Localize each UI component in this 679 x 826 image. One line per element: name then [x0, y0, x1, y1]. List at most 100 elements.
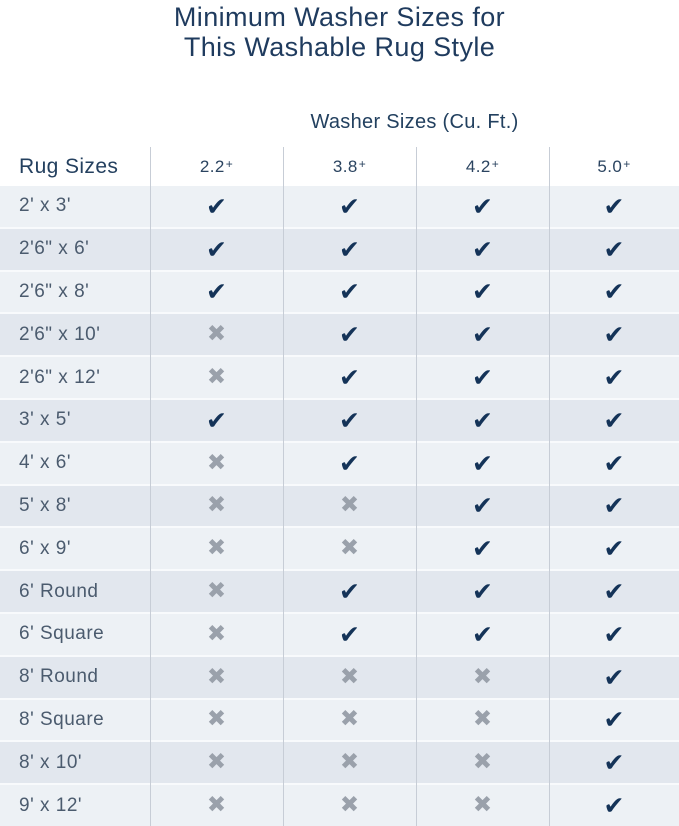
cross-icon: ✖: [339, 535, 360, 562]
cross-icon: ✖: [339, 706, 360, 733]
table-row: 5' x 8' ✖ ✖ ✔ ✔: [0, 483, 679, 527]
rug-size-label: 2'6" x 12': [19, 366, 101, 388]
washer-size-column-header-3-8: 3.8+: [332, 156, 367, 176]
rug-size-label: 8' Square: [19, 708, 105, 730]
check-icon: ✔: [472, 448, 493, 478]
check-icon: ✔: [206, 405, 227, 435]
cross-icon: ✖: [472, 749, 493, 776]
cross-icon: ✖: [339, 749, 360, 776]
table-body: 2' x 3' ✔ ✔ ✔ ✔ 2'6" x 6' ✔ ✔ ✔ ✔ 2'6" x 8' ✔ ✔ ✔ ✔ 2'6…: [0, 186, 679, 826]
washer-size-column-header-2-2: 2.2+: [199, 156, 234, 176]
plus-suffix: +: [225, 156, 234, 171]
rug-size-label: 2'6" x 6': [19, 238, 90, 260]
rug-sizes-column-header: Rug Sizes: [19, 154, 119, 178]
table-row: 2'6" x 12' ✖ ✔ ✔ ✔: [0, 355, 679, 398]
cross-icon: ✖: [206, 535, 227, 562]
plus-suffix: +: [491, 156, 500, 171]
check-icon: ✔: [339, 405, 360, 435]
check-icon: ✔: [206, 191, 227, 221]
rug-size-label: 9' x 12': [19, 794, 83, 816]
rug-size-label: 8' Round: [19, 666, 99, 688]
table-row: 8' Square ✖ ✖ ✖ ✔: [0, 697, 679, 741]
check-icon: ✔: [339, 191, 360, 221]
cross-icon: ✖: [472, 706, 493, 733]
check-icon: ✔: [603, 748, 625, 778]
check-icon: ✔: [603, 705, 625, 735]
check-icon: ✔: [603, 363, 625, 393]
check-icon: ✔: [472, 277, 493, 307]
check-icon: ✔: [206, 234, 227, 264]
table-row: 2'6" x 8' ✔ ✔ ✔ ✔: [0, 269, 679, 313]
table-row: 6' Round ✖ ✔ ✔ ✔: [0, 569, 679, 612]
cross-icon: ✖: [206, 492, 227, 519]
washer-size-column-header-5-0: 5.0+: [597, 156, 631, 176]
check-icon: ✔: [603, 662, 625, 692]
check-icon: ✔: [603, 791, 625, 821]
rug-size-label: 2'6" x 10': [19, 323, 101, 345]
cross-icon: ✖: [206, 449, 227, 476]
table-row: 3' x 5' ✔ ✔ ✔ ✔: [0, 397, 679, 441]
cross-icon: ✖: [206, 706, 227, 733]
rug-size-label: 6' x 9': [19, 537, 71, 559]
check-icon: ✔: [472, 363, 493, 393]
check-icon: ✔: [472, 534, 493, 564]
rug-size-label: 6' Round: [19, 580, 99, 602]
cross-icon: ✖: [339, 792, 360, 819]
cross-icon: ✖: [206, 321, 227, 348]
check-icon: ✔: [603, 619, 625, 649]
washer-size-column-header-4-2: 4.2+: [465, 156, 500, 176]
table-header-row: Rug Sizes 2.2+ 3.8+ 4.2+ 5.0+: [0, 147, 679, 186]
page-title-line2: This Washable Rug Style: [183, 32, 496, 62]
check-icon: ✔: [603, 191, 625, 221]
check-icon: ✔: [339, 448, 360, 478]
cross-icon: ✖: [206, 792, 227, 819]
check-icon: ✔: [472, 491, 493, 521]
check-icon: ✔: [472, 619, 493, 649]
cross-icon: ✖: [206, 578, 227, 605]
cross-icon: ✖: [472, 663, 493, 690]
table-row: 2'6" x 6' ✔ ✔ ✔ ✔: [0, 226, 679, 270]
plus-suffix: +: [623, 156, 631, 171]
table-row: 8' x 10' ✖ ✖ ✖ ✔: [0, 740, 679, 784]
cross-icon: ✖: [206, 620, 227, 647]
rug-size-label: 4' x 6': [19, 452, 71, 474]
cross-icon: ✖: [206, 749, 227, 776]
rug-size-label: 8' x 10': [19, 751, 83, 773]
rug-size-label: 3' x 5': [19, 409, 71, 431]
check-icon: ✔: [603, 491, 625, 521]
check-icon: ✔: [603, 320, 625, 350]
check-icon: ✔: [472, 234, 493, 264]
check-icon: ✔: [339, 320, 360, 350]
cross-icon: ✖: [339, 492, 360, 519]
check-icon: ✔: [472, 577, 493, 607]
cross-icon: ✖: [472, 792, 493, 819]
check-icon: ✔: [206, 277, 227, 307]
check-icon: ✔: [339, 619, 360, 649]
rug-size-label: 2'6" x 8': [19, 280, 90, 302]
check-icon: ✔: [603, 577, 625, 607]
cross-icon: ✖: [339, 663, 360, 690]
table-row: 6' x 9' ✖ ✖ ✔ ✔: [0, 526, 679, 570]
check-icon: ✔: [339, 277, 360, 307]
check-icon: ✔: [603, 277, 625, 307]
table-row: 2'6" x 10' ✖ ✔ ✔ ✔: [0, 312, 679, 356]
check-icon: ✔: [472, 405, 493, 435]
rug-size-label: 2' x 3': [19, 195, 71, 217]
cross-icon: ✖: [206, 663, 227, 690]
check-icon: ✔: [472, 320, 493, 350]
check-icon: ✔: [339, 577, 360, 607]
plus-suffix: +: [358, 156, 367, 171]
rug-size-label: 6' Square: [19, 623, 105, 645]
check-icon: ✔: [603, 234, 625, 264]
table-row: 2' x 3' ✔ ✔ ✔ ✔: [0, 186, 679, 227]
check-icon: ✔: [603, 534, 625, 564]
check-icon: ✔: [339, 234, 360, 264]
table-row: 4' x 6' ✖ ✔ ✔ ✔: [0, 440, 679, 484]
rug-size-label: 5' x 8': [19, 494, 71, 516]
check-icon: ✔: [339, 363, 360, 393]
check-icon: ✔: [472, 191, 493, 221]
table-row: 8' Round ✖ ✖ ✖ ✔: [0, 654, 679, 698]
cross-icon: ✖: [206, 364, 227, 391]
page-title: Minimum Washer Sizes for This Washable R…: [0, 0, 679, 62]
